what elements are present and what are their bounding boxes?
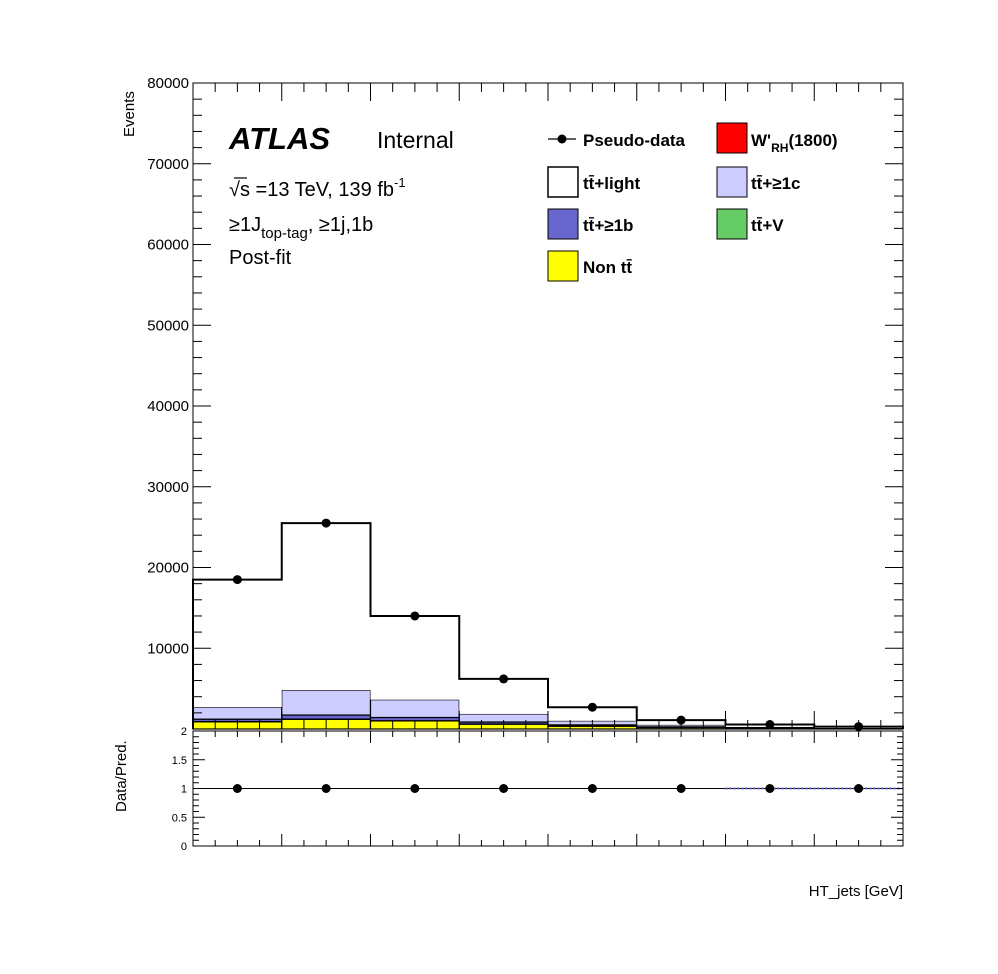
legend-swatch-ttv bbox=[716, 208, 748, 240]
ratio-point bbox=[854, 784, 864, 793]
main-panel: 10000 20000 30000 40000 50000 60000 70000 80000 bbox=[147, 75, 904, 732]
legend: Pseudo-data W'RH(1800) tt̄+light tt̄+≥1c… bbox=[547, 122, 838, 282]
ratio-y-tick-label: 0 bbox=[181, 841, 187, 853]
legend-entry-wprime: W'RH(1800) bbox=[716, 122, 838, 155]
stack-bar bbox=[370, 615, 460, 700]
ratio-point bbox=[232, 784, 242, 793]
energy-lumi-label: √s =13 TeV, 139 fb-1 bbox=[229, 175, 406, 201]
data-point bbox=[587, 702, 597, 712]
ratio-point bbox=[321, 784, 331, 793]
legend-entry-ttv: tt̄+V bbox=[716, 208, 784, 240]
legend-entry-pseudo-data: Pseudo-data bbox=[548, 131, 686, 150]
legend-label-tt1b: tt̄+≥1b bbox=[583, 216, 633, 235]
stack-bar bbox=[548, 707, 637, 721]
stack-bar bbox=[281, 689, 372, 716]
stack-bar bbox=[281, 523, 371, 690]
ratio-panel: 0 0.5 1 1.5 2 bbox=[172, 726, 904, 853]
ratio-point bbox=[499, 784, 509, 793]
data-point bbox=[232, 575, 242, 585]
legend-entry-tt1b: tt̄+≥1b bbox=[547, 208, 633, 240]
y-tick-label: 10000 bbox=[147, 640, 189, 657]
atlas-label: ATLAS bbox=[228, 121, 330, 156]
ratio-point bbox=[587, 784, 597, 793]
legend-swatch-tt1b bbox=[547, 208, 579, 240]
ratio-y-tick-label: 2 bbox=[181, 726, 187, 738]
ratio-y-tick-label: 0.5 bbox=[172, 812, 187, 824]
y-tick-label: 20000 bbox=[147, 560, 189, 577]
ratio-y-tick-label: 1.5 bbox=[172, 755, 187, 767]
legend-label-ttv: tt̄+V bbox=[751, 216, 784, 235]
stack-bar bbox=[193, 579, 282, 708]
main-y-axis-label: Events bbox=[121, 91, 138, 137]
internal-label: Internal bbox=[377, 127, 454, 153]
legend-data-marker bbox=[557, 134, 567, 144]
stack-bar bbox=[192, 706, 283, 720]
y-tick-label: 40000 bbox=[147, 398, 189, 415]
y-tick-label: 60000 bbox=[147, 237, 189, 254]
legend-entry-tt1c: tt̄+≥1c bbox=[716, 166, 801, 198]
stack-bar bbox=[281, 714, 372, 720]
ratio-point bbox=[410, 784, 420, 793]
data-point bbox=[499, 674, 509, 684]
legend-label-wprime: W'RH(1800) bbox=[751, 131, 838, 155]
legend-swatch-wprime bbox=[716, 122, 748, 154]
legend-entry-nontt: Non tt̄ bbox=[547, 250, 632, 282]
legend-label-nontt: Non tt̄ bbox=[583, 258, 632, 277]
stack-bar bbox=[459, 678, 548, 714]
legend-swatch-nontt bbox=[547, 250, 579, 282]
ratio-y-tick-label: 1 bbox=[181, 784, 187, 796]
legend-label-tt1c: tt̄+≥1c bbox=[751, 174, 801, 193]
y-tick-label: 30000 bbox=[147, 479, 189, 496]
legend-swatch-tt1c bbox=[716, 166, 748, 198]
data-point bbox=[410, 611, 420, 621]
legend-label-pseudo-data: Pseudo-data bbox=[583, 131, 686, 150]
legend-entry-ttlight: tt̄+light bbox=[547, 166, 640, 198]
stack-bar bbox=[369, 699, 460, 719]
ratio-y-axis-label: Data/Pred. bbox=[113, 740, 130, 812]
ratio-point bbox=[765, 784, 775, 793]
y-tick-label: 80000 bbox=[147, 75, 189, 92]
ratio-point bbox=[676, 784, 686, 793]
y-tick-label: 70000 bbox=[147, 156, 189, 173]
legend-swatch-ttlight bbox=[547, 166, 579, 198]
x-axis-label: HT_jets [GeV] bbox=[809, 883, 903, 900]
fit-label: Post-fit bbox=[229, 247, 292, 269]
legend-label-ttlight: tt̄+light bbox=[583, 174, 640, 193]
y-tick-label: 50000 bbox=[147, 317, 189, 334]
region-label: ≥1Jtop-tag, ≥1j,1b bbox=[229, 214, 373, 242]
data-point bbox=[321, 518, 331, 528]
series-4 bbox=[193, 523, 903, 728]
